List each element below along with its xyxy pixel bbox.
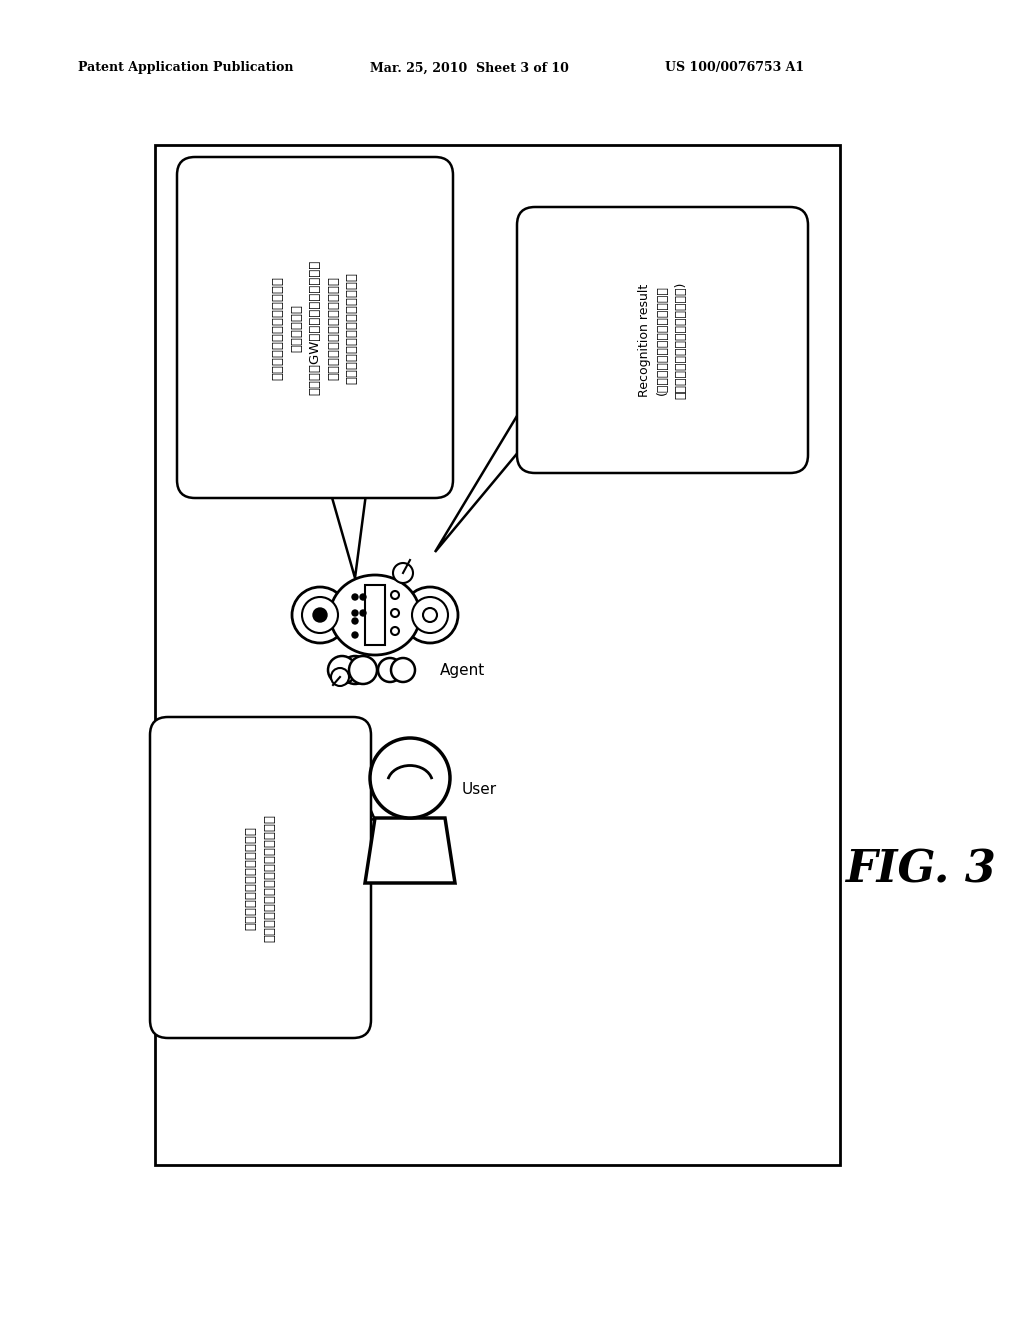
Circle shape [391, 657, 415, 682]
Polygon shape [327, 480, 368, 578]
Circle shape [313, 609, 327, 622]
Circle shape [341, 656, 369, 684]
Circle shape [393, 564, 413, 583]
FancyBboxPatch shape [177, 157, 453, 498]
Text: Mar. 25, 2010  Sheet 3 of 10: Mar. 25, 2010 Sheet 3 of 10 [370, 62, 569, 74]
Circle shape [391, 591, 399, 599]
Polygon shape [435, 385, 535, 552]
Circle shape [391, 609, 399, 616]
Circle shape [360, 610, 366, 616]
Circle shape [352, 610, 358, 616]
Ellipse shape [370, 738, 450, 818]
Circle shape [331, 668, 349, 686]
Circle shape [349, 656, 377, 684]
FancyBboxPatch shape [517, 207, 808, 473]
Polygon shape [365, 818, 455, 883]
Circle shape [352, 632, 358, 638]
Text: Agent: Agent [440, 663, 485, 677]
Text: FIG. 3: FIG. 3 [845, 849, 995, 891]
Circle shape [352, 618, 358, 624]
Circle shape [352, 594, 358, 601]
Circle shape [302, 597, 338, 634]
Text: Patent Application Publication: Patent Application Publication [78, 62, 294, 74]
Circle shape [402, 587, 458, 643]
Bar [155, 145, 840, 1166]
Circle shape [328, 656, 356, 684]
Circle shape [423, 609, 437, 622]
Polygon shape [353, 770, 375, 820]
Ellipse shape [330, 576, 420, 655]
Circle shape [292, 587, 348, 643]
Circle shape [391, 627, 399, 635]
Circle shape [412, 597, 449, 634]
Bar [365, 585, 385, 645]
FancyBboxPatch shape [150, 717, 371, 1038]
Text: User: User [462, 783, 497, 797]
Text: こんにちは、風邪などひいて
ないですか？
もうすくGWですね。楽しみです。
今度そっちに遅びに行くので
楽しみにしていてくださいね。: こんにちは、風邪などひいて ないですか？ もうすくGWですね。楽しみです。 今度… [271, 260, 358, 395]
Circle shape [360, 594, 366, 601]
Text: ひいてないよ、大丈夫だよ。
楽しみにしているよ、早くきてね。: ひいてないよ、大丈夫だよ。 楽しみにしているよ、早くきてね。 [245, 813, 276, 941]
Text: Recognition result
(ひいてないよ、タイ大夫だよ。
楽しみにしているよ、早くいてね): Recognition result (ひいてないよ、タイ大夫だよ。 楽しみにし… [638, 281, 687, 399]
Text: US 100/0076753 A1: US 100/0076753 A1 [665, 62, 804, 74]
Circle shape [378, 657, 402, 682]
